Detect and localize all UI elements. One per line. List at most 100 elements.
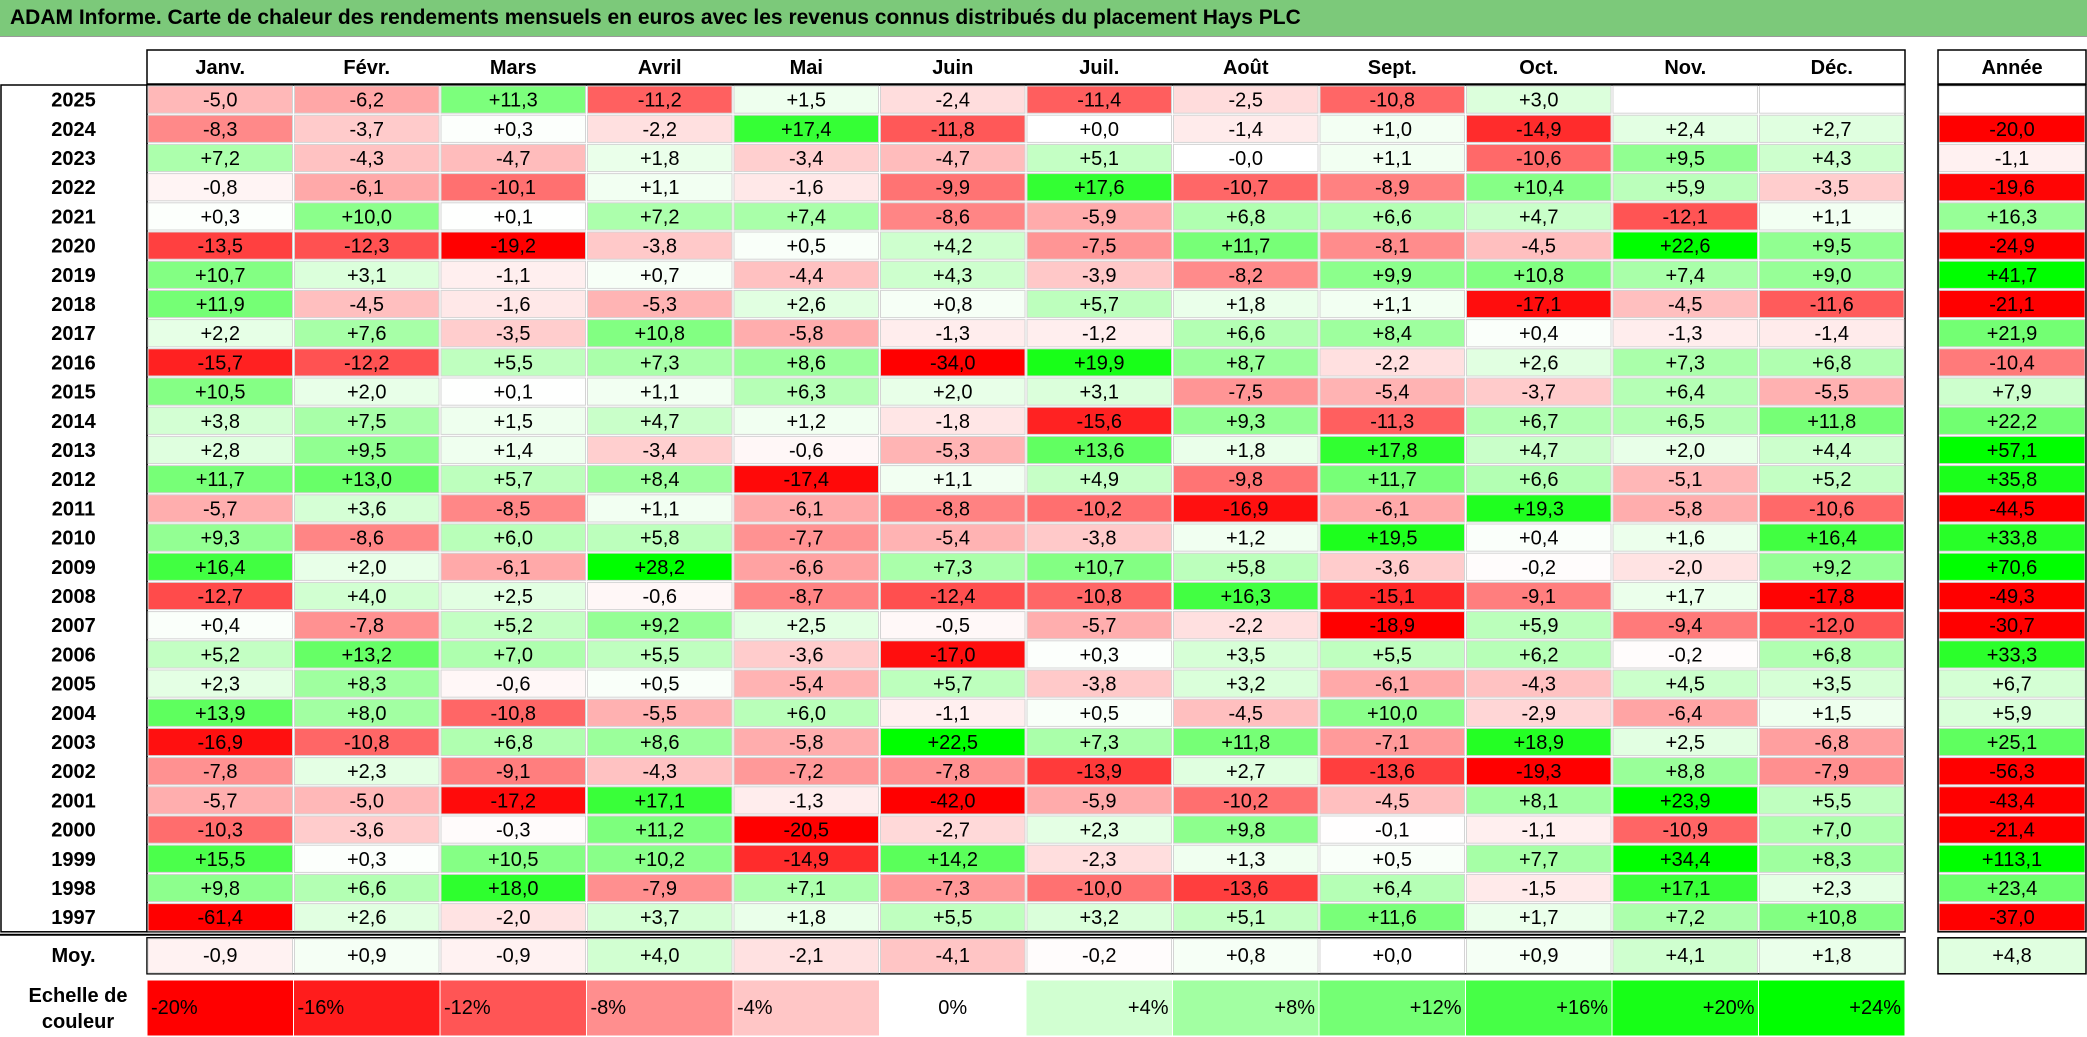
heatmap-cell [1466,873,1612,903]
annual-cell [1938,406,2086,435]
cell-value: -1,1 [496,265,530,287]
cell-value: +0,5 [1080,703,1119,725]
heatmap-cell [294,844,440,873]
cell-value: -15,7 [197,352,243,374]
cell-value: -8,8 [936,498,970,520]
annual-cell [1938,377,2086,406]
annual-value: +57,1 [1987,440,2038,462]
heatmap-cell [1026,319,1172,348]
cell-value: +7,3 [640,352,679,374]
month-header: Juin [932,57,973,79]
average-value: +1,8 [1812,945,1851,967]
cell-value: -12,4 [930,586,976,608]
heatmap-cell [1759,260,1905,289]
cell-value: -2,2 [1375,352,1409,374]
heatmap-cell [587,435,733,465]
heatmap-cell [1319,523,1465,552]
heatmap-cell [1026,786,1172,815]
heatmap-cell [733,581,879,611]
cell-value: -16,9 [1223,498,1269,520]
cell-value: +19,9 [1074,352,1125,374]
cell-value: -0,6 [496,674,530,696]
cell-value: -3,8 [1082,674,1116,696]
cell-value: -11,2 [638,90,682,112]
heatmap-cell [440,727,586,757]
cell-value: +1,1 [1373,148,1412,170]
cell-value: -5,1 [1668,469,1702,491]
heatmap-cell [1759,757,1905,786]
cell-value: -4,3 [350,148,384,170]
month-header: Mars [490,57,537,79]
cell-value: +5,5 [640,644,679,666]
cell-value: +5,5 [933,907,972,929]
heatmap-cell [294,348,440,377]
cell-value: +11,2 [635,820,684,842]
heatmap-cell [880,114,1026,143]
heatmap-cell [1466,844,1612,873]
cell-value: +9,8 [1226,820,1265,842]
heatmap-cell [587,552,733,581]
cell-value: -9,1 [496,761,530,783]
cell-value: -0,2 [1522,557,1556,579]
heatmap-cell [1466,523,1612,552]
cell-value: -15,6 [1076,411,1122,433]
cell-value: -3,5 [1815,177,1849,199]
cell-value: +7,3 [1080,732,1119,754]
cell-value: -10,3 [197,820,243,842]
cell-value: -1,4 [1815,323,1849,345]
scale-stop-label: +4% [1128,997,1169,1019]
annual-value: +33,3 [1987,644,2038,666]
heatmap-cell [1612,202,1758,231]
cell-value: -18,9 [1369,615,1415,637]
average-label: Moy. [51,945,95,967]
heatmap-cell [147,669,293,698]
heatmap-cell [880,669,1026,698]
cell-value: +9,2 [1812,557,1851,579]
cell-value: +6,5 [1666,411,1705,433]
cell-value: +0,7 [640,265,679,287]
cell-value: -1,3 [789,790,823,812]
month-header: Oct. [1519,57,1558,79]
cell-value: +0,5 [1373,849,1412,871]
heatmap-cell [1612,143,1758,173]
heatmap-cell [1759,173,1905,202]
year-label: 2000 [51,820,96,842]
heatmap-cell [294,231,440,260]
year-label: 2011 [52,498,95,520]
heatmap-cell [1173,581,1319,611]
cell-value: +17,6 [1074,177,1125,199]
heatmap-cell [1026,727,1172,757]
average-cell [1466,938,1612,974]
cell-value: +1,1 [640,498,679,520]
heatmap-cell [294,552,440,581]
heatmap-cell [1173,465,1319,494]
heatmap-cell [880,202,1026,231]
cell-value: +9,9 [1373,265,1412,287]
heatmap-cell [1173,552,1319,581]
month-header: Févr. [343,57,390,79]
heatmap-cell [880,377,1026,406]
heatmap-cell [1466,435,1612,465]
cell-value: +2,7 [1226,761,1265,783]
annual-value: -24,9 [1989,236,2035,258]
cell-value: -0,2 [1668,644,1702,666]
heatmap-cell [733,786,879,815]
heatmap-cell [1759,231,1905,260]
cell-value: +0,4 [201,615,240,637]
heatmap-cell [1612,873,1758,903]
cell-value: +4,2 [933,236,972,258]
cell-value: -2,9 [1522,703,1556,725]
cell-value: +3,2 [1080,907,1119,929]
cell-value: -11,6 [1810,294,1854,316]
heatmap-cell [1319,406,1465,435]
heatmap-cell [440,552,586,581]
cell-value: -1,3 [936,323,970,345]
heatmap-cell [1173,903,1319,932]
month-header: Avril [638,57,682,79]
heatmap-cell [1612,377,1758,406]
scale-stop-label: +24% [1849,997,1901,1019]
heatmap-cell [1759,143,1905,173]
cell-value: -10,8 [490,703,536,725]
heatmap-cell [733,611,879,640]
month-header: Juil. [1079,57,1119,79]
